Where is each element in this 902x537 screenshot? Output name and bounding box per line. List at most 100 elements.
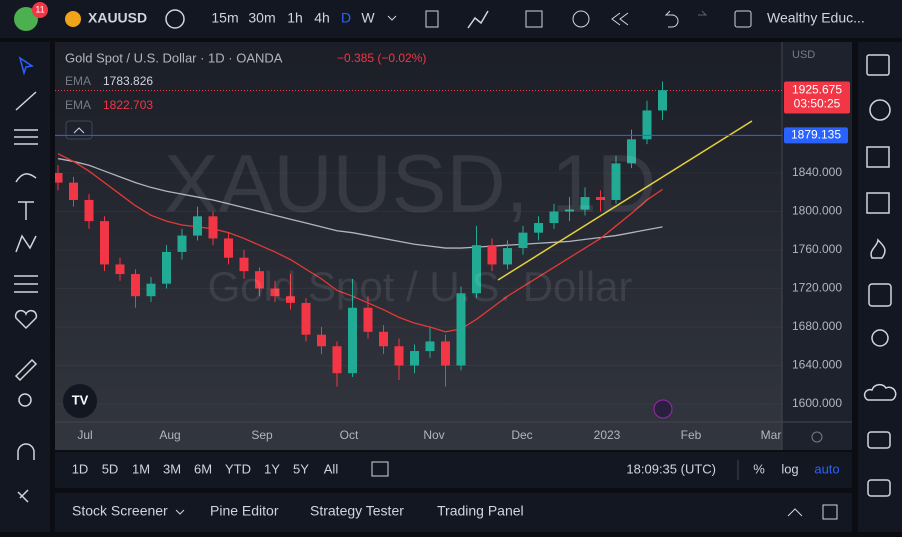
zoom-tool[interactable] xyxy=(18,393,32,407)
candle-body xyxy=(208,216,218,239)
candle-body xyxy=(193,216,202,236)
hotlist-button[interactable] xyxy=(870,238,886,259)
chart-type[interactable] xyxy=(425,10,439,28)
redo-button[interactable] xyxy=(698,10,708,16)
ema-line xyxy=(57,153,663,333)
interval-button[interactable]: 4h xyxy=(314,10,330,26)
magnet-tool[interactable] xyxy=(17,443,35,460)
price-tick-label: 1800.000 xyxy=(792,204,842,218)
left-toolbar xyxy=(0,42,50,532)
alerts-button[interactable] xyxy=(869,99,891,121)
candle-body xyxy=(363,307,373,332)
fib-tool[interactable] xyxy=(14,129,38,145)
range-button[interactable]: All xyxy=(324,461,339,476)
interval-button[interactable]: D xyxy=(341,10,351,26)
currency-label[interactable]: USD xyxy=(792,49,815,61)
time-tick-label: Sep xyxy=(251,428,273,442)
indicators-button[interactable] xyxy=(467,10,489,29)
news-button[interactable] xyxy=(866,146,890,168)
range-button[interactable]: 5D xyxy=(102,461,119,476)
trendline-tool[interactable] xyxy=(15,91,37,111)
measure-tool[interactable] xyxy=(14,358,38,382)
calendar-button[interactable] xyxy=(866,192,890,214)
range-button[interactable]: YTD xyxy=(225,461,251,476)
candle-body xyxy=(115,264,125,275)
hline-tag xyxy=(784,127,848,144)
layout-button[interactable] xyxy=(525,10,543,28)
tv-logo-text: TV xyxy=(72,392,89,407)
lock-tool[interactable] xyxy=(17,489,29,503)
range-button[interactable]: 6M xyxy=(194,461,212,476)
account-name[interactable]: Wealthy Educ... xyxy=(767,10,865,26)
log-toggle[interactable]: log xyxy=(781,461,798,476)
candle-body xyxy=(239,257,249,272)
panel-tab[interactable]: Strategy Tester xyxy=(310,503,404,519)
candle-body xyxy=(580,197,590,210)
watchlist-button[interactable] xyxy=(866,54,890,76)
price-tick-label: 1840.000 xyxy=(792,165,842,179)
settings-button[interactable] xyxy=(811,431,823,443)
favorites-tool[interactable] xyxy=(14,309,38,330)
interval-menu[interactable] xyxy=(387,15,397,21)
candle-body xyxy=(301,302,311,335)
range-button[interactable]: 1D xyxy=(72,461,89,476)
avatar[interactable] xyxy=(14,7,38,31)
top-bar xyxy=(0,0,902,38)
candle-body xyxy=(177,235,187,252)
tv-logo[interactable] xyxy=(63,384,97,418)
panel-tab[interactable]: Pine Editor xyxy=(210,503,279,519)
range-button[interactable]: 1M xyxy=(132,461,150,476)
range-button[interactable]: 3M xyxy=(163,461,181,476)
candle-body xyxy=(611,163,621,200)
prediction-tool[interactable] xyxy=(14,275,38,293)
screener-menu[interactable] xyxy=(175,509,185,515)
right-sidebar xyxy=(858,42,902,532)
ideas-button[interactable] xyxy=(868,283,892,307)
candle-body xyxy=(394,346,404,366)
undo-button[interactable] xyxy=(664,10,679,28)
panel-tab[interactable]: Trading Panel xyxy=(437,503,524,519)
event-marker[interactable] xyxy=(653,399,673,419)
price-tick-label: 1640.000 xyxy=(792,358,842,372)
interval-button[interactable]: 1h xyxy=(287,10,303,26)
indicator-name: EMA xyxy=(65,98,91,112)
time-tick-label: Dec xyxy=(511,428,532,442)
brush-tool[interactable] xyxy=(15,173,37,183)
bar-countdown: 03:50:25 xyxy=(794,97,841,111)
candle-body xyxy=(534,223,543,233)
detach-panel[interactable] xyxy=(822,504,838,520)
clock: 18:09:35 (UTC) xyxy=(626,461,716,476)
candle-body xyxy=(565,209,574,212)
notifications-button[interactable] xyxy=(867,479,891,497)
interval-button[interactable]: 15m xyxy=(211,10,238,26)
candle-body xyxy=(162,251,171,284)
candle-body xyxy=(627,139,636,164)
time-tick-label: Oct xyxy=(340,428,359,442)
replay-button[interactable] xyxy=(611,12,629,26)
collapse-legend[interactable] xyxy=(65,120,93,140)
candle-body xyxy=(317,334,326,347)
interval-button[interactable]: W xyxy=(361,10,375,26)
streams-button[interactable] xyxy=(867,431,891,449)
fullscreen-button[interactable] xyxy=(734,10,752,28)
text-tool[interactable] xyxy=(18,201,34,220)
percent-toggle[interactable]: % xyxy=(753,461,765,476)
alert-button[interactable] xyxy=(572,10,590,28)
date-range-button[interactable] xyxy=(371,461,389,477)
interval-button[interactable]: 30m xyxy=(248,10,275,26)
cursor-tool[interactable] xyxy=(18,56,34,76)
panel-tab[interactable]: Stock Screener xyxy=(72,503,168,519)
auto-toggle[interactable]: auto xyxy=(814,461,839,476)
chat-button[interactable] xyxy=(863,384,897,401)
help-button[interactable] xyxy=(871,329,889,347)
candle-body xyxy=(518,232,528,249)
maximize-panel[interactable] xyxy=(787,508,803,517)
time-tick-label: Jul xyxy=(77,428,92,442)
symbol[interactable]: XAUUSD xyxy=(88,10,147,26)
candle-body xyxy=(146,283,156,297)
compare-button[interactable] xyxy=(165,9,185,29)
range-button[interactable]: 5Y xyxy=(293,461,309,476)
trend-line-drawing[interactable] xyxy=(497,120,753,281)
range-button[interactable]: 1Y xyxy=(264,461,280,476)
pattern-tool[interactable] xyxy=(15,234,37,253)
